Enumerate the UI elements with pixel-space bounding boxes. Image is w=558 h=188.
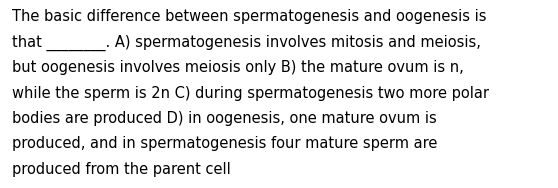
Text: while the sperm is 2n C) during spermatogenesis two more polar: while the sperm is 2n C) during spermato… bbox=[12, 86, 489, 101]
Text: that ________. A) spermatogenesis involves mitosis and meiosis,: that ________. A) spermatogenesis involv… bbox=[12, 35, 481, 51]
Text: but oogenesis involves meiosis only B) the mature ovum is n,: but oogenesis involves meiosis only B) t… bbox=[12, 60, 464, 75]
Text: bodies are produced D) in oogenesis, one mature ovum is: bodies are produced D) in oogenesis, one… bbox=[12, 111, 437, 126]
Text: The basic difference between spermatogenesis and oogenesis is: The basic difference between spermatogen… bbox=[12, 9, 487, 24]
Text: produced from the parent cell: produced from the parent cell bbox=[12, 162, 231, 177]
Text: produced, and in spermatogenesis four mature sperm are: produced, and in spermatogenesis four ma… bbox=[12, 136, 437, 151]
